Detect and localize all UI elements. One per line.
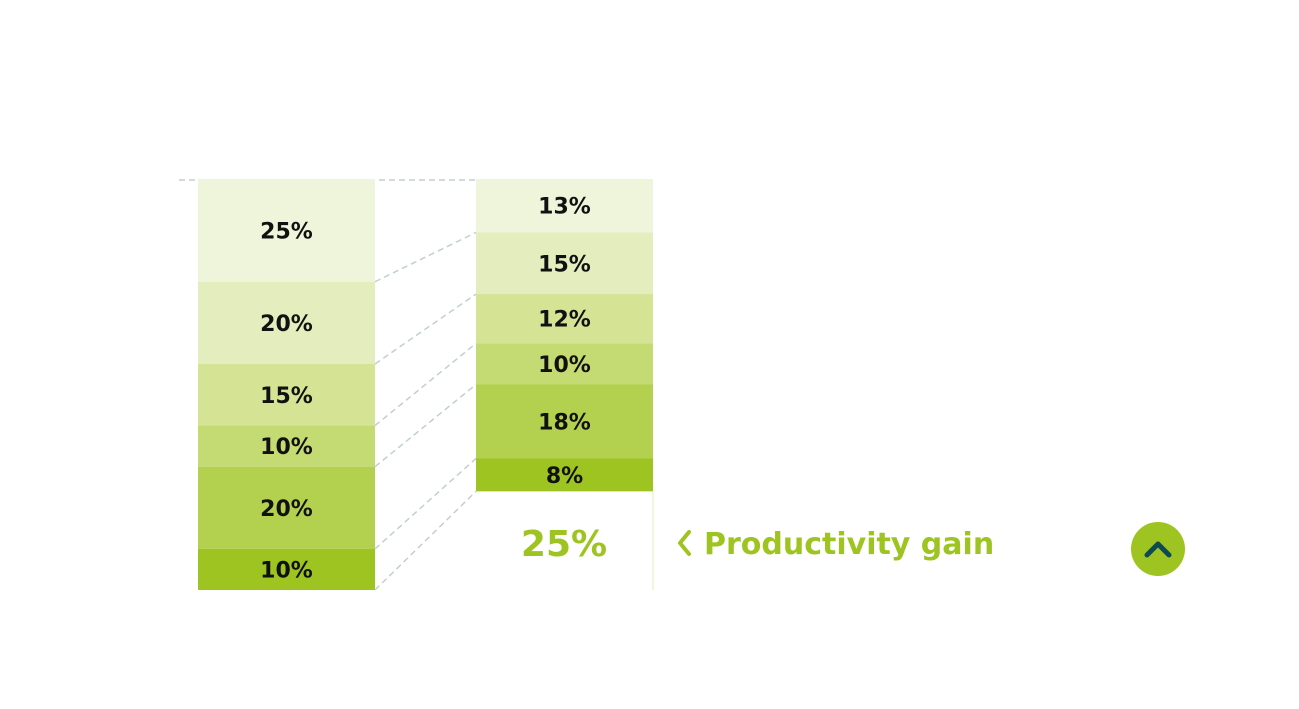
bar-1-segment-label-1: 25% (260, 219, 313, 244)
before-bar: 25% 20% 15% 10% 20% 10% (198, 179, 375, 590)
bar-1-segment-label-4: 10% (260, 435, 313, 460)
bar-1-segment-2 (198, 281, 375, 364)
bar-2-segment-3 (476, 294, 653, 344)
bar-2-segment-2 (476, 232, 653, 295)
bar-1-segment-4 (198, 425, 375, 467)
bar-2-segment-5 (476, 384, 653, 459)
bar-1-segment-3 (198, 363, 375, 426)
bar-2-segment-label-2: 15% (538, 252, 591, 277)
scroll-up-button[interactable] (1131, 522, 1185, 576)
bar-2-segment-label-1: 13% (538, 195, 591, 220)
connector-lines (179, 179, 477, 591)
bar-1-segment-label-6: 10% (260, 558, 313, 583)
productivity-annotation: 25% Productivity gain (521, 524, 994, 565)
connector-1 (374, 231, 477, 283)
productivity-gain-label: Productivity gain (704, 527, 994, 562)
chevron-left-icon (678, 530, 691, 556)
connector-4 (374, 383, 477, 468)
after-bar: 13% 15% 12% 10% 18% 8% (476, 179, 654, 590)
bar-1-segment-1 (198, 179, 375, 282)
connector-2 (374, 293, 477, 365)
bar-1-segment-label-2: 20% (260, 312, 313, 337)
productivity-gain-value: 25% (521, 524, 607, 565)
connector-5 (374, 457, 477, 550)
bar-2-segment-4 (476, 343, 653, 385)
connector-3 (374, 342, 477, 427)
bar-2-segment-label-3: 12% (538, 308, 591, 333)
bar-2-segment-label-5: 18% (538, 410, 591, 435)
bar-2-segment-1 (476, 179, 653, 233)
bar-2-segment-label-4: 10% (538, 353, 591, 378)
bar-1-segment-label-3: 15% (260, 384, 313, 409)
connector-6 (374, 490, 477, 591)
bar-2-segment-6 (476, 458, 653, 492)
bar-1-segment-label-5: 20% (260, 497, 313, 522)
bar-1-segment-6 (198, 548, 375, 590)
bar-1-segment-5 (198, 466, 375, 549)
chevron-up-icon (1144, 541, 1172, 558)
bar-2-segment-label-6: 8% (546, 464, 583, 489)
